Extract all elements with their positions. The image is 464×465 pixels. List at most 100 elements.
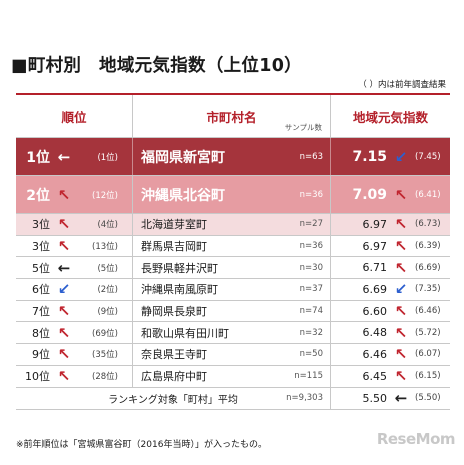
score-cell: 6.46 ↖ (6.07)	[331, 344, 450, 365]
average-prev-score: (5.50)	[415, 393, 441, 403]
name-cell: 和歌山県有田川町 n=32	[133, 322, 331, 344]
score-trend-arrow-icon: ↖	[394, 237, 408, 256]
municipality-name: 北海道芽室町	[141, 218, 207, 232]
name-cell: 沖縄県南風原町 n=37	[133, 279, 331, 300]
rank: 1位	[26, 149, 50, 166]
previous-rank: (9位)	[97, 307, 118, 318]
score: 7.15	[352, 148, 387, 165]
previous-score: (6.07)	[415, 349, 441, 360]
municipality-name: 広島県府中町	[141, 370, 207, 384]
rank-trend-arrow-icon: ←	[57, 258, 71, 277]
previous-score: (6.73)	[415, 219, 441, 230]
municipality-name: 長野県軽井沢町	[141, 261, 218, 275]
rank-trend-arrow-icon: ↖	[57, 237, 71, 256]
rank-trend-arrow-icon: ↖	[57, 323, 71, 342]
rank-cell: 10位 ↖ (28位)	[16, 365, 133, 387]
sample-size: n=115	[294, 371, 323, 382]
average-score-arrow-icon: ←	[394, 389, 408, 407]
rank: 3位	[32, 218, 50, 232]
rank-trend-arrow-icon: ↖	[57, 367, 71, 386]
previous-rank: (35位)	[92, 350, 118, 361]
score-trend-arrow-icon: ↖	[394, 367, 408, 386]
previous-rank: (12位)	[92, 190, 118, 201]
municipality-name: 群馬県吉岡町	[141, 240, 207, 254]
rank-cell: 5位 ← (5位)	[16, 257, 133, 279]
rank: 6位	[32, 283, 50, 297]
rank-trend-arrow-icon: ↖	[57, 185, 71, 204]
table-row: 2位 ↖ (12位) 沖縄県北谷町 n=36 7.09 ↖ (6.41)	[16, 176, 450, 214]
previous-score: (6.15)	[415, 371, 441, 382]
previous-rank: (69位)	[92, 328, 118, 339]
previous-score: (7.45)	[415, 151, 441, 162]
header-name-label: 市町村名	[206, 109, 257, 125]
average-sample: n=9,303	[286, 393, 323, 403]
name-cell: 奈良県王寺町 n=50	[133, 344, 331, 365]
previous-score: (6.69)	[415, 262, 441, 273]
rank-trend-arrow-icon: ↙	[57, 280, 71, 299]
ranking-table: 順位 市町村名 サンプル数 地域元気指数 1位 ← (1位) 福岡県新宮町 n=63 7.…	[16, 93, 450, 410]
rank: 8位	[32, 326, 50, 340]
score-cell: 6.97 ↖ (6.73)	[331, 214, 450, 235]
header-score: 地域元気指数	[352, 109, 428, 125]
sample-size: n=27	[299, 219, 323, 230]
score-cell: 6.45 ↖ (6.15)	[331, 366, 450, 387]
name-cell: 北海道芽室町 n=27	[133, 214, 331, 235]
municipality-name: 和歌山県有田川町	[141, 326, 229, 340]
resemom-logo: ReseMom	[376, 430, 456, 448]
table-row: 3位 ↖ (4位) 北海道芽室町 n=27 6.97 ↖ (6.73)	[16, 214, 450, 236]
average-score-cell: 5.50 ← (5.50)	[331, 388, 450, 409]
rank: 5位	[32, 261, 50, 275]
rank-cell: 7位 ↖ (9位)	[16, 300, 133, 322]
rank-trend-arrow-icon: ↖	[57, 302, 71, 321]
rank: 10位	[25, 370, 50, 384]
rank-cell: 3位 ↖ (13位)	[16, 235, 133, 257]
score-cell: 6.71 ↖ (6.69)	[331, 257, 450, 278]
municipality-name: 静岡県長泉町	[141, 305, 207, 319]
sample-size: n=63	[299, 151, 323, 162]
score: 6.48	[362, 326, 388, 340]
score-cell: 6.60 ↖ (6.46)	[331, 301, 450, 322]
score: 6.46	[362, 347, 388, 361]
name-cell: 長野県軽井沢町 n=30	[133, 257, 331, 279]
name-cell: 静岡県長泉町 n=74	[133, 300, 331, 322]
table-row: 5位 ← (5位) 長野県軽井沢町 n=30 6.71 ↖ (6.69)	[16, 257, 450, 280]
header-name: 市町村名 サンプル数	[133, 95, 331, 137]
name-cell: 広島県府中町 n=115	[133, 365, 331, 387]
score: 7.09	[352, 186, 387, 203]
previous-rank: (4位)	[97, 220, 118, 231]
name-cell: 沖縄県北谷町 n=36	[133, 176, 331, 213]
sample-size: n=36	[299, 241, 323, 252]
score: 6.60	[362, 304, 388, 318]
score-trend-arrow-icon: ↖	[394, 323, 408, 342]
sample-size: n=32	[299, 327, 323, 338]
sample-size: n=37	[299, 284, 323, 295]
score-cell: 6.69 ↙ (7.35)	[331, 279, 450, 300]
score: 6.45	[362, 369, 388, 383]
rank-trend-arrow-icon: ↖	[57, 345, 71, 364]
score-trend-arrow-icon: ↙	[394, 147, 408, 166]
average-row: ランキング対象「町村」平均 n=9,303 5.50 ← (5.50)	[16, 387, 450, 410]
municipality-name: 沖縄県南風原町	[141, 283, 218, 297]
score: 6.71	[362, 261, 388, 275]
header-rank: 順位	[16, 95, 133, 137]
average-score: 5.50	[362, 391, 388, 405]
page-title: ■町村別 地域元気指数（上位10）	[11, 56, 302, 76]
previous-score: (6.39)	[415, 241, 441, 252]
table-row: 6位 ↙ (2位) 沖縄県南風原町 n=37 6.69 ↙ (7.35)	[16, 279, 450, 301]
rank: 9位	[32, 348, 50, 362]
previous-score: (7.35)	[415, 284, 441, 295]
rank: 7位	[32, 305, 50, 319]
table-row: 10位 ↖ (28位) 広島県府中町 n=115 6.45 ↖ (6.15)	[16, 365, 450, 388]
table-row: 8位 ↖ (69位) 和歌山県有田川町 n=32 6.48 ↖ (5.72)	[16, 322, 450, 345]
table-header: 順位 市町村名 サンプル数 地域元気指数	[16, 95, 450, 138]
table-row: 1位 ← (1位) 福岡県新宮町 n=63 7.15 ↙ (7.45)	[16, 138, 450, 176]
rank: 2位	[26, 187, 50, 204]
name-cell: 福岡県新宮町 n=63	[133, 138, 331, 175]
previous-rank: (5位)	[97, 263, 118, 274]
municipality-name: 福岡県新宮町	[141, 149, 225, 166]
municipality-name: 沖縄県北谷町	[141, 187, 225, 204]
previous-year-note: （ ）内は前年調査結果	[358, 80, 446, 90]
rank-trend-arrow-icon: ←	[57, 147, 71, 166]
sample-size: n=74	[299, 306, 323, 317]
table-row: 9位 ↖ (35位) 奈良県王寺町 n=50 6.46 ↖ (6.07)	[16, 344, 450, 366]
